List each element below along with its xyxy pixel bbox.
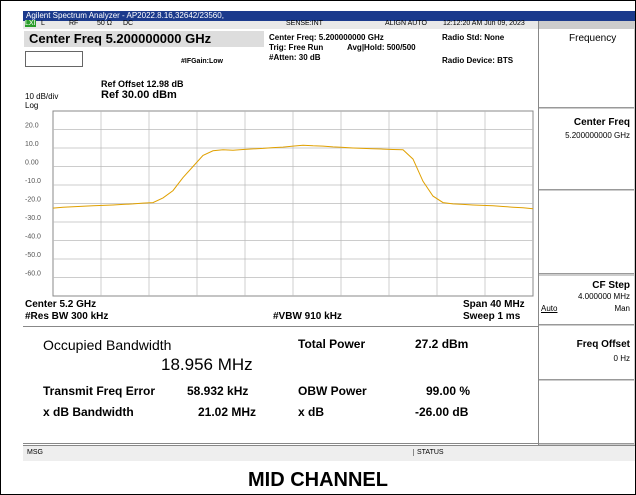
ref-offset: Ref Offset 12.98 dB	[101, 79, 184, 89]
key-man: Man	[614, 304, 630, 313]
tfe-label: Transmit Freq Error	[43, 384, 156, 398]
atten: #Atten: 30 dB	[269, 53, 321, 62]
xdb-value: -26.00 dB	[415, 405, 469, 419]
xdb-bw-label: x dB Bandwidth	[43, 405, 134, 419]
status-align: ALIGN AUTO	[385, 20, 427, 27]
db-div: 10 dB/div	[25, 92, 59, 101]
status-sense: SENSE:INT	[286, 20, 323, 27]
softkey-cf-step[interactable]: CF Step 4.000000 MHz Auto Man	[539, 276, 634, 325]
y-label: -30.0	[25, 215, 41, 222]
key-value: 4.000000 MHz	[577, 292, 630, 301]
y-label: -50.0	[25, 252, 41, 259]
total-power-value: 27.2 dBm	[415, 337, 469, 351]
obw-power-value: 99.00 %	[426, 384, 471, 398]
trig: Trig: Free Run	[269, 43, 324, 52]
total-power-label: Total Power	[298, 337, 366, 351]
avg-hold: Avg|Hold: 500/500	[347, 43, 416, 52]
status-imp: 50 Ω	[97, 20, 112, 27]
rbw-label: #Res BW 300 kHz	[25, 311, 109, 322]
center-info: Center Freq: 5.200000000 GHz	[269, 33, 384, 42]
xdb-bw-value: 21.02 MHz	[198, 405, 257, 419]
softkey-center-freq[interactable]: Center Freq 5.200000000 GHz	[539, 109, 634, 190]
y-label: -60.0	[25, 271, 41, 278]
center-freq-header[interactable]: Center Freq 5.200000000 GHz	[24, 31, 264, 47]
key-label: Center Freq	[573, 117, 630, 128]
status-time: 12:12:20 AM Jun 09, 2023	[443, 20, 525, 27]
key-value: 0 Hz	[613, 354, 630, 363]
y-label: 10.0	[25, 141, 39, 148]
status-dc: DC	[123, 20, 134, 27]
y-label: -40.0	[25, 234, 41, 241]
sweep-label: Sweep 1 ms	[463, 311, 521, 322]
status-bar	[23, 445, 635, 461]
softkey-menu: Frequency	[539, 29, 634, 108]
status-l: L	[41, 20, 45, 27]
xdb-label: x dB	[298, 405, 325, 419]
msg: MSG	[27, 449, 43, 456]
title-bar: Agilent Spectrum Analyzer - AP2022.8.16,…	[23, 11, 635, 21]
menu-title: Frequency	[569, 33, 617, 44]
lxi: LXI	[25, 20, 36, 27]
obw-power-label: OBW Power	[298, 384, 367, 398]
log-label: Log	[25, 101, 39, 110]
y-label: -10.0	[25, 178, 41, 185]
measurement-panel	[23, 326, 538, 444]
plot: 20.0 10.0 0.00 -10.0 -20.0 -30.0 -40.0 -50.0 -60…	[25, 110, 534, 297]
key-value: 5.200000000 GHz	[565, 131, 630, 140]
key-label: Freq Offset	[576, 339, 630, 350]
key-auto: Auto	[541, 304, 558, 313]
obw-label: Occupied Bandwidth	[43, 337, 172, 353]
center-label: Center 5.2 GHz	[25, 299, 97, 310]
vbw-label: #VBW 910 kHz	[273, 311, 342, 322]
y-label: 20.0	[25, 123, 39, 130]
softkey-empty[interactable]	[539, 191, 634, 274]
softkey-freq-offset[interactable]: Freq Offset 0 Hz	[539, 326, 634, 380]
input-box[interactable]	[25, 51, 83, 67]
softkey-empty[interactable]	[539, 381, 634, 444]
ifgain: #IFGain:Low	[181, 58, 223, 65]
radio-device: Radio Device: BTS	[442, 56, 514, 65]
radio-std: Radio Std: None	[442, 33, 505, 42]
caption: MID CHANNEL	[248, 469, 388, 491]
status-rf: RF	[69, 20, 79, 27]
obw-value: 18.956 MHz	[161, 355, 253, 374]
tfe-value: 58.932 kHz	[187, 384, 249, 398]
trace	[52, 144, 534, 210]
key-label: CF Step	[592, 280, 630, 291]
y-label: 0.00	[25, 160, 39, 167]
y-label: -20.0	[25, 197, 41, 204]
status-row	[23, 21, 635, 29]
ref-level: Ref 30.00 dBm	[101, 89, 177, 101]
status: STATUS	[413, 449, 444, 456]
span-label: Span 40 MHz	[463, 299, 525, 310]
